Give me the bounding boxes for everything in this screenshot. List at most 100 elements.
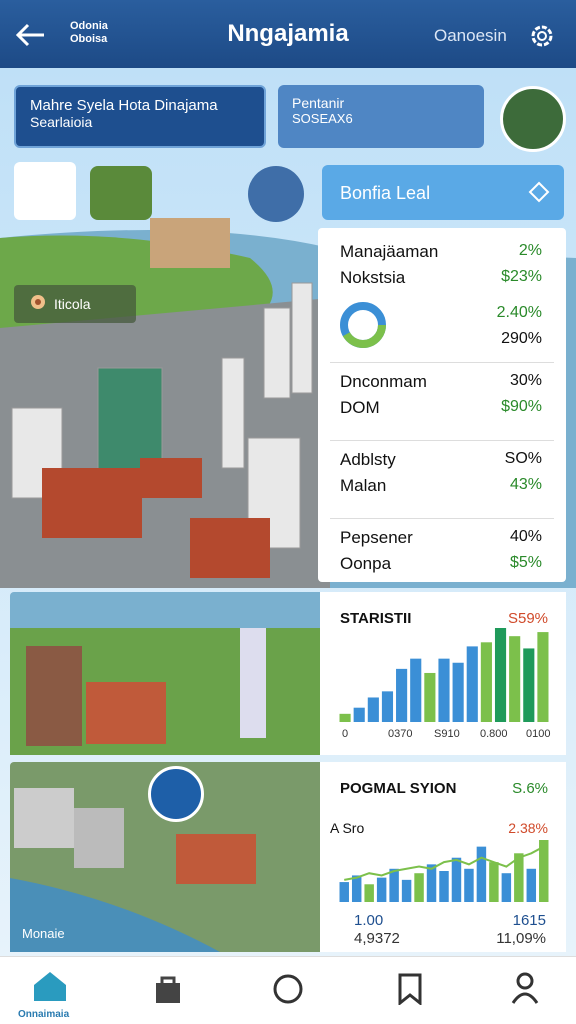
stat-label: Pepsener [340,528,413,547]
chart-title: STARISTII [340,610,412,627]
separator [330,518,554,519]
info-card[interactable]: Pentanir SOSEAX6 [278,85,484,148]
donut [340,302,386,348]
brand-line: Oboisa [70,33,108,45]
bottom-nav: Onnaimaia [0,956,576,1024]
photo-label-text: Monaie [22,926,65,941]
bar [339,882,349,902]
pin-icon [528,181,550,203]
stat-label: Manajäaman [340,242,439,261]
stat-value: 43% [509,476,542,493]
bookmark-icon[interactable] [396,973,424,1005]
bar [489,862,499,902]
x-tick-label: 0370 [388,728,413,740]
stat-label: Nokstsia [340,268,406,287]
bar [401,879,412,902]
x-tick-label: 0100 [526,728,551,740]
chart-panel: STARISTII S59% 0 0370 S910 0.800 0100 [320,592,566,755]
home-icon[interactable] [30,969,70,1003]
stat-value: SO% [504,450,542,467]
bar [509,636,521,722]
bar [501,873,512,902]
bar [476,846,487,902]
stat-label: Adblsty [340,450,396,469]
brand-line: Odonia [70,20,108,32]
bar [438,658,450,722]
circle-icon[interactable] [272,973,304,1005]
bar [389,868,399,902]
card-subtitle: Searlaioia [30,114,93,130]
pin-icon [31,295,45,309]
bar [464,868,474,902]
stat-value: 2% [518,242,542,259]
bar [523,648,535,722]
brand: Odonia Oboisa [70,20,108,46]
chart-note: A Sro [330,820,365,836]
x-tick-label: 0 [342,728,349,740]
icon-tile[interactable] [14,162,76,220]
bar [414,873,424,902]
bar [396,668,408,722]
card-title: Pentanir [292,95,345,111]
bar [376,877,387,902]
stat-label: DOM [340,398,380,417]
bar [424,672,436,722]
button[interactable]: Bonfia Leal [322,165,564,220]
stat-value: 290% [501,330,542,347]
bar [480,642,492,722]
bag-icon[interactable] [152,973,184,1005]
chart-note-value: 2.38% [508,820,548,836]
chart-title: POGMAL SYION [340,780,457,797]
bar [353,707,365,722]
x-tick-label: 0.800 [480,728,508,740]
bar [410,658,422,722]
stat-label: Oonpa [340,554,392,573]
stats-panel: Manajäaman 2% Nokstsia $23% 2.40% 290% Dnconma… [318,228,566,582]
donut-ring [340,302,386,348]
trend-line [344,845,545,881]
bar [381,691,394,722]
nav-label: Onnaimaia [18,1009,70,1020]
stat-label: Dnconmam [340,372,427,391]
bar [426,864,437,902]
map-marker[interactable] [148,766,204,822]
bar [514,853,524,902]
settings-icon[interactable] [528,22,556,50]
globe-icon[interactable] [248,166,304,222]
avatar[interactable] [500,86,566,152]
chart-change: S.6% [512,780,548,797]
bar [494,628,507,722]
bar [439,871,449,902]
bar [339,713,351,722]
info-card[interactable]: Mahre Syela Hota Dinajama Searlaioia [14,85,266,148]
bar [367,697,379,722]
bar [466,646,478,722]
profile-icon[interactable] [510,971,540,1005]
chart-change: S59% [507,610,548,627]
x-tick-label: S910 [434,728,460,740]
stat-value: $90% [501,398,542,415]
photo-label: Monaie [22,926,65,941]
header-action[interactable]: Oanoesin [434,26,507,45]
separator [330,440,554,441]
card-subtitle: SOSEAX6 [292,111,353,126]
button-label: Bonfia Leal [340,183,431,203]
map-label-text: Iticola [54,296,91,312]
bar [451,857,462,902]
bar-chart [339,840,549,902]
footer-value: 4,9372 [354,930,400,947]
map-label[interactable]: Iticola [14,285,136,323]
icon-tile[interactable] [90,166,152,220]
stat-value: 30% [509,372,542,389]
bar [452,662,464,722]
stat-value: $5% [509,554,542,571]
separator [330,362,554,363]
chart-panel: POGMAL SYION S.6% A Sro 2.38% 1.00 4,9372 1615… [320,762,566,952]
bar-chart [339,628,549,722]
stat-value: $23% [501,268,542,285]
bar [351,875,362,902]
back-icon[interactable] [14,20,48,50]
footer-value: 11,09% [496,930,546,947]
card-title: Mahre Syela Hota Dinajama [30,97,218,114]
